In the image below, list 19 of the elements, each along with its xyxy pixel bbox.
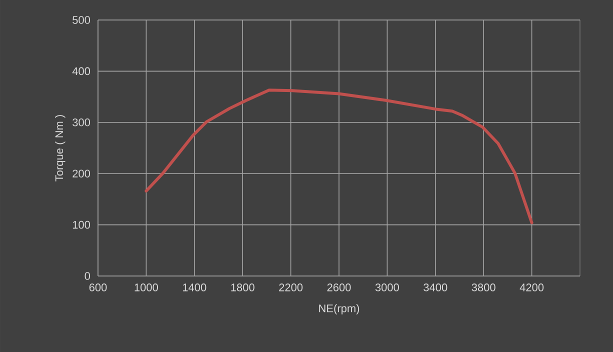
y-tick-label: 200 bbox=[72, 170, 90, 178]
y-tick-label: 300 bbox=[72, 118, 90, 126]
x-tick-label: 3800 bbox=[472, 284, 496, 292]
y-tick-label: 500 bbox=[72, 16, 90, 24]
x-tick-label: 3400 bbox=[424, 284, 448, 292]
x-tick-label: 4200 bbox=[520, 284, 544, 292]
x-tick-label: 1800 bbox=[231, 284, 254, 292]
x-tick-label: 1000 bbox=[134, 284, 158, 292]
x-tick-label: 600 bbox=[89, 284, 107, 292]
y-tick-label: 400 bbox=[72, 67, 90, 76]
x-tick-label: 3000 bbox=[375, 284, 399, 292]
x-axis-title: NE(rpm) bbox=[319, 304, 360, 314]
x-tick-label: 1400 bbox=[183, 284, 206, 292]
x-tick-label: 2600 bbox=[327, 284, 351, 292]
y-tick-label: 0 bbox=[84, 272, 90, 280]
line-series bbox=[144, 88, 534, 224]
y-tick-label: 100 bbox=[72, 220, 90, 229]
y-axis-title: Torque ( Nm ) bbox=[55, 115, 66, 182]
x-tick-label: 2200 bbox=[279, 284, 303, 292]
